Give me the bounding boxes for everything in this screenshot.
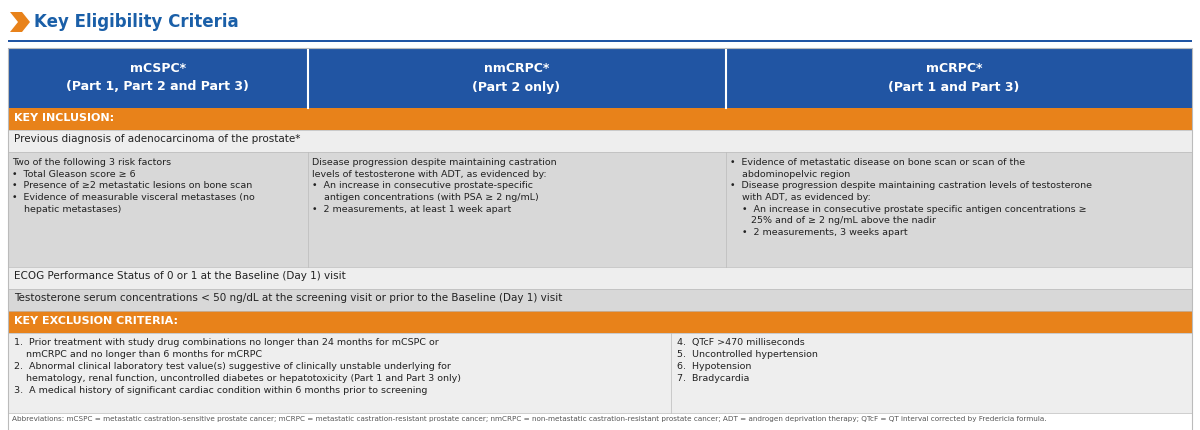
Polygon shape	[10, 12, 30, 32]
Bar	[8, 130, 1192, 152]
Text: Disease progression despite maintaining castration
levels of testosterone with A: Disease progression despite maintaining …	[312, 158, 556, 214]
Bar	[8, 413, 1192, 430]
Text: mCSPC*
(Part 1, Part 2 and Part 3): mCSPC* (Part 1, Part 2 and Part 3)	[66, 62, 250, 93]
Bar	[8, 289, 1192, 311]
Bar	[0, 4, 1200, 40]
Bar	[8, 152, 1192, 267]
Bar	[8, 48, 1192, 430]
Bar	[8, 333, 1192, 413]
Text: Two of the following 3 risk factors
•  Total Gleason score ≥ 6
•  Presence of ≥2: Two of the following 3 risk factors • To…	[12, 158, 254, 214]
Text: nmCRPC*
(Part 2 only): nmCRPC* (Part 2 only)	[473, 62, 560, 93]
Bar	[8, 267, 1192, 289]
Text: KEY INCLUSION:: KEY INCLUSION:	[14, 113, 114, 123]
Text: ECOG Performance Status of 0 or 1 at the Baseline (Day 1) visit: ECOG Performance Status of 0 or 1 at the…	[14, 271, 346, 281]
Bar	[8, 108, 1192, 130]
Text: mCRPC*
(Part 1 and Part 3): mCRPC* (Part 1 and Part 3)	[888, 62, 1020, 93]
Bar	[8, 311, 1192, 333]
Text: •  Evidence of metastatic disease on bone scan or scan of the
    abdominopelvic: • Evidence of metastatic disease on bone…	[730, 158, 1092, 237]
Bar	[8, 40, 1192, 48]
Bar	[8, 40, 1192, 42]
Text: 4.  QTcF >470 milliseconds
5.  Uncontrolled hypertension
6.  Hypotension
7.  Bra: 4. QTcF >470 milliseconds 5. Uncontrolle…	[677, 338, 818, 383]
Bar	[8, 48, 1192, 108]
Text: KEY EXCLUSION CRITERIA:: KEY EXCLUSION CRITERIA:	[14, 316, 178, 326]
Text: 1.  Prior treatment with study drug combinations no longer than 24 months for mC: 1. Prior treatment with study drug combi…	[14, 338, 461, 395]
Text: Abbreviations: mCSPC = metastatic castration-sensitive prostate cancer; mCRPC = : Abbreviations: mCSPC = metastatic castra…	[12, 416, 1046, 422]
Text: Key Eligibility Criteria: Key Eligibility Criteria	[34, 12, 239, 31]
Text: Testosterone serum concentrations < 50 ng/dL at the screening visit or prior to : Testosterone serum concentrations < 50 n…	[14, 293, 563, 303]
Text: Previous diagnosis of adenocarcinoma of the prostate*: Previous diagnosis of adenocarcinoma of …	[14, 134, 300, 144]
